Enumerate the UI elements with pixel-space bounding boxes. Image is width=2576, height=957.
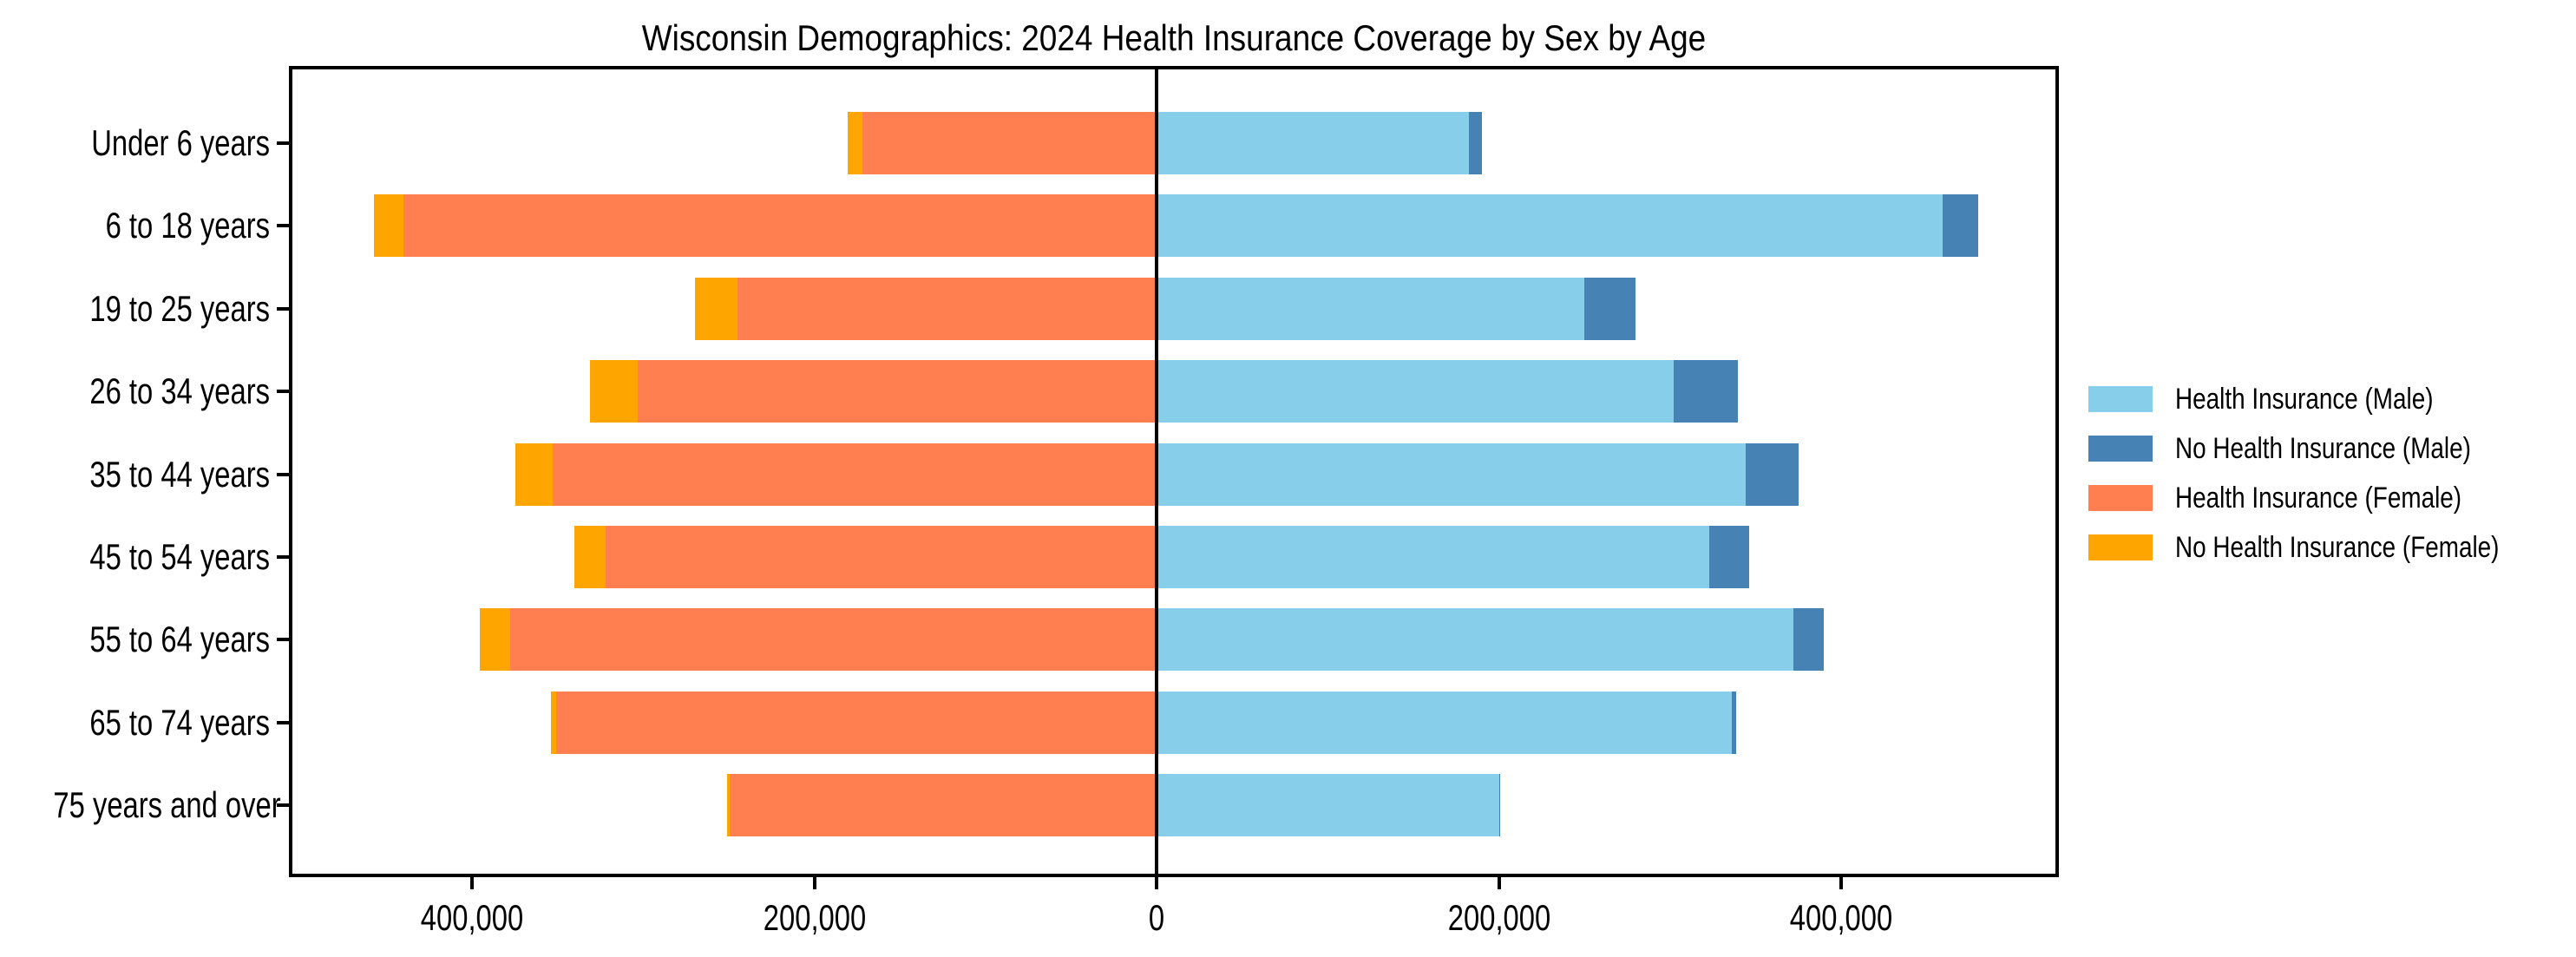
y-tick [277,141,289,145]
legend-swatch [2088,534,2153,560]
bar-segment [1709,526,1749,588]
bar-segment [1793,608,1824,672]
bar-segment [550,691,556,754]
bar-segment [606,526,1157,588]
bar-segment [1157,526,1710,588]
bar-segment [862,112,1157,174]
legend-swatch [2088,436,2153,462]
bar-segment [552,442,1157,506]
legend-label: Health Insurance (Male) [2175,383,2434,416]
bar-segment [1157,774,1499,837]
bar-segment [1157,360,1675,423]
bar-segment [403,194,1157,258]
bar-segment [515,442,553,506]
bar-segment [373,194,404,258]
zero-axis-line [1155,69,1159,874]
bar-segment [1157,608,1794,672]
bar-segment [590,360,638,423]
bar-segment [1745,442,1799,506]
bar-segment [847,112,862,174]
y-tick-label: 26 to 34 years [89,370,270,412]
legend-label: Health Insurance (Female) [2175,482,2462,515]
legend-label: No Health Insurance (Male) [2175,432,2471,465]
chart-title: Wisconsin Demographics: 2024 Health Insu… [641,17,1707,58]
bar-segment [480,608,510,672]
x-tick [470,877,475,889]
bar-segment [727,774,731,837]
y-tick-label: 55 to 64 years [89,619,270,660]
x-tick-label: 0 [1149,897,1165,938]
legend-swatch [2088,485,2153,511]
bar-segment [1157,277,1585,340]
y-tick [277,720,289,724]
y-tick [277,638,289,642]
x-tick-label: 200,000 [1447,897,1551,938]
bar-segment [1157,442,1746,506]
bar-segment [1157,691,1733,754]
legend-label: No Health Insurance (Female) [2175,531,2500,564]
bar-segment [637,360,1157,423]
bar-segment [694,277,737,340]
plot-area [289,66,2059,877]
legend-item: Health Insurance (Female) [2088,481,2570,515]
legend-swatch [2088,386,2153,412]
x-tick [812,877,816,889]
bar-segment [574,526,606,588]
x-tick-label: 200,000 [763,897,866,938]
y-tick-label: 65 to 74 years [89,701,270,743]
bar-segment [737,277,1157,340]
legend-item: Health Insurance (Male) [2088,382,2570,416]
y-tick [277,555,289,559]
bar-segment [509,608,1157,672]
x-tick [1155,877,1159,889]
bar-segment [1674,360,1739,423]
y-tick-label: 75 years and over [53,784,281,826]
y-tick-label: 19 to 25 years [89,287,270,329]
y-tick [277,224,289,228]
y-tick-label: Under 6 years [91,122,270,163]
bar-segment [1469,112,1483,174]
y-tick-label: 35 to 44 years [89,453,270,495]
legend-item: No Health Insurance (Male) [2088,431,2570,466]
x-tick [1497,877,1501,889]
bar-segment [1942,194,1979,258]
y-tick-label: 45 to 54 years [89,536,270,577]
bar-segment [1157,194,1943,258]
y-tick [277,306,289,311]
bar-segment [555,691,1157,754]
bar-segment [1732,691,1737,754]
x-tick-label: 400,000 [1790,897,1893,938]
x-tick-label: 400,000 [420,897,524,938]
bar-segment [1584,277,1635,340]
legend-item: No Health Insurance (Female) [2088,530,2570,565]
bar-segment [730,774,1157,837]
legend: Health Insurance (Male) No Health Insuran… [2088,382,2570,565]
bar-segment [1498,774,1501,837]
bar-segment [1157,112,1470,174]
y-tick [277,803,289,808]
y-tick [277,390,289,394]
y-tick [277,472,289,476]
y-tick-label: 6 to 18 years [105,205,270,246]
x-tick [1839,877,1844,889]
